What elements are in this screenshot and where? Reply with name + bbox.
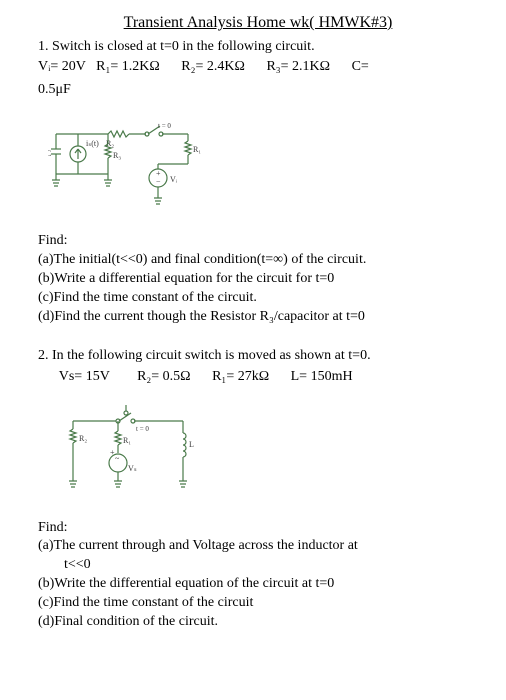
p2-r2: R₂= 0.5Ω	[137, 369, 191, 384]
circ2-l-label: L	[189, 440, 194, 449]
problem-2: 2. In the following circuit switch is mo…	[38, 347, 478, 632]
p1-find-c: (c)Find the time constant of the circuit…	[38, 289, 478, 308]
p1-find-header: Find:	[38, 232, 478, 251]
p2-find-a2: t<<0	[38, 556, 478, 575]
p1-params-line2: 0.5μF	[38, 81, 478, 100]
p2-vs: Vs= 15V	[59, 369, 110, 384]
circ1-vi-label: Vᵢ	[170, 175, 178, 184]
circ2-r2-label: R₂	[79, 434, 87, 443]
p1-intro: 1. Switch is closed at t=0 in the follow…	[38, 38, 478, 57]
circuit-diagram-1: iₛ(t) R₂ C R₃	[48, 116, 228, 216]
circ2-vs-label: Vₛ	[128, 464, 137, 473]
p2-circuit: t = 0 R₂ R₁ + ~ Vₛ	[48, 403, 478, 503]
p1-r1: R₁= 1.2KΩ	[96, 59, 160, 74]
circuit-diagram-2: t = 0 R₂ R₁ + ~ Vₛ	[48, 403, 218, 503]
page-container: Transient Analysis Home wk( HMWK#3) 1. S…	[0, 0, 506, 650]
p1-find-a: (a)The initial(t<<0) and final condition…	[38, 251, 478, 270]
p1-r2: R₂= 2.4KΩ	[181, 59, 245, 74]
p1-params-line1: Vᵢ= 20V R₁= 1.2KΩ R₂= 2.4KΩ R₃= 2.1KΩ C=	[38, 58, 478, 77]
circ1-r3-label: R₃	[113, 151, 121, 160]
p1-find-b: (b)Write a differential equation for the…	[38, 270, 478, 289]
p2-find-b: (b)Write the differential equation of th…	[38, 575, 478, 594]
circ1-is-label: iₛ(t)	[86, 139, 99, 148]
p2-find-d: (d)Final condition of the circuit.	[38, 613, 478, 632]
circ2-t0-label: t = 0	[136, 425, 149, 433]
p2-find-list: (a)The current through and Voltage acros…	[38, 537, 478, 631]
p2-l: L= 150mH	[291, 369, 353, 384]
p2-intro: 2. In the following circuit switch is mo…	[38, 347, 478, 366]
p1-circuit: iₛ(t) R₂ C R₃	[48, 116, 478, 216]
p1-find-list: (a)The initial(t<<0) and final condition…	[38, 251, 478, 327]
problem-1: 1. Switch is closed at t=0 in the follow…	[38, 38, 478, 327]
p2-find-a: (a)The current through and Voltage acros…	[38, 537, 478, 556]
p2-find-c: (c)Find the time constant of the circuit	[38, 594, 478, 613]
p1-find-d: (d)Find the current though the Resistor …	[38, 308, 478, 327]
circ1-t0-label: t = 0	[158, 122, 171, 130]
p2-find-header: Find:	[38, 519, 478, 538]
p1-r3: R₃= 2.1KΩ	[266, 59, 330, 74]
circ1-r1-label: R₁	[193, 145, 201, 154]
svg-text:−: −	[156, 177, 161, 186]
p2-r1: R₁= 27kΩ	[212, 369, 269, 384]
p1-vi: Vᵢ= 20V	[38, 59, 86, 74]
circ2-r1-label: R₁	[123, 436, 131, 445]
svg-text:~: ~	[115, 454, 120, 463]
p1-c: C=	[352, 59, 369, 74]
document-title: Transient Analysis Home wk( HMWK#3)	[38, 12, 478, 34]
p2-params-line1: Vs= 15V R₂= 0.5Ω R₁= 27kΩ L= 150mH	[38, 368, 478, 387]
circ1-c-label: C	[48, 149, 51, 158]
